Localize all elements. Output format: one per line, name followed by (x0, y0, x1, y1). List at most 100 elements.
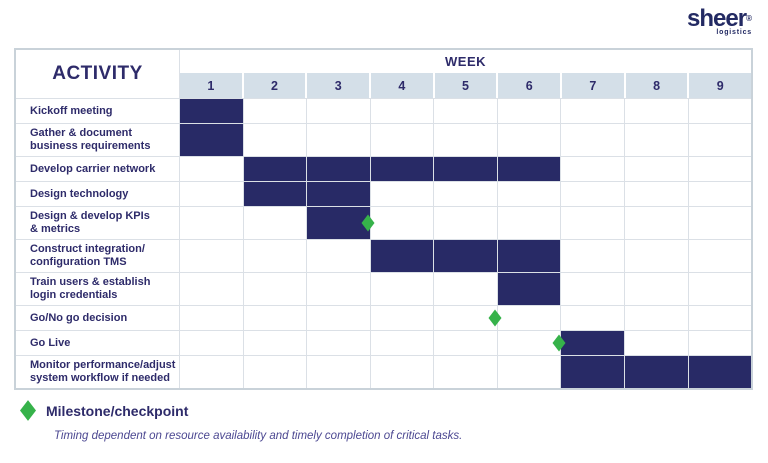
table-row: Construct integration/ configuration TMS (16, 239, 751, 272)
gantt-cell (560, 273, 624, 305)
gantt-cell (180, 240, 243, 272)
logo-tagline: logistics (716, 29, 752, 36)
gantt-cell (623, 124, 688, 156)
gantt-cell (433, 99, 497, 123)
week-number-7: 7 (560, 73, 624, 98)
week-cells (180, 240, 751, 272)
gantt-cell (180, 356, 243, 388)
activity-label: Train users & establish login credential… (16, 273, 180, 305)
activity-label: Go Live (16, 331, 180, 355)
gantt-cell (180, 331, 243, 355)
gantt-cell (560, 99, 624, 123)
gantt-cell (180, 306, 243, 330)
gantt-cell (180, 207, 243, 239)
week-number-2: 2 (241, 73, 306, 98)
gantt-bar-cell (623, 356, 688, 388)
gantt-cell (306, 273, 370, 305)
gantt-cell (306, 306, 370, 330)
gantt-cell (433, 182, 497, 206)
gantt-bar-cell (306, 157, 370, 181)
milestone-diamond-icon (488, 309, 502, 327)
footnote: Timing dependent on resource availabilit… (54, 430, 463, 442)
gantt-cell (306, 331, 370, 355)
week-header: WEEK (445, 54, 486, 69)
gantt-cell (623, 157, 688, 181)
gantt-cell (496, 182, 561, 206)
gantt-cell (560, 157, 624, 181)
gantt-cell (433, 331, 497, 355)
table-row: Develop carrier network (16, 156, 751, 181)
gantt-cell (496, 207, 561, 239)
week-cells (180, 99, 751, 123)
gantt-bar-cell (180, 99, 243, 123)
week-cells (180, 157, 751, 181)
milestone-diamond-icon (552, 334, 566, 352)
logo-wordmark: sheer® (687, 5, 752, 32)
gantt-bar-cell (433, 240, 497, 272)
gantt-cell (687, 207, 752, 239)
gantt-cell (560, 306, 624, 330)
gantt-cell (433, 306, 497, 330)
gantt-cell (242, 331, 307, 355)
week-number-6: 6 (496, 73, 561, 98)
week-number-8: 8 (623, 73, 688, 98)
table-row: Train users & establish login credential… (16, 272, 751, 305)
activity-label: Gather & document business requirements (16, 124, 180, 156)
table-row: Monitor performance/adjust system workfl… (16, 355, 752, 388)
gantt-cell (242, 99, 307, 123)
table-row: Go Live (16, 330, 751, 355)
gantt-cell (623, 273, 688, 305)
gantt-cell (242, 124, 307, 156)
gantt-bar-cell (180, 124, 243, 156)
gantt-cell (369, 124, 434, 156)
gantt-bar-cell (306, 207, 370, 239)
gantt-cell (687, 331, 752, 355)
gantt-bar-cell (560, 356, 624, 388)
gantt-cell (369, 331, 434, 355)
table-row: Design technology (16, 181, 751, 206)
gantt-cell (687, 157, 752, 181)
legend-label: Milestone/checkpoint (46, 402, 189, 419)
gantt-cell (687, 124, 752, 156)
gantt-bar-cell (369, 157, 434, 181)
gantt-cell (242, 273, 307, 305)
gantt-body: Kickoff meeting Gather & document busines… (16, 98, 752, 388)
gantt-cell (623, 99, 688, 123)
logo-text: sheer (687, 5, 747, 32)
gantt-cell (560, 124, 624, 156)
table-row: Kickoff meeting (16, 98, 751, 123)
gantt-cell (369, 182, 434, 206)
gantt-cell (496, 306, 561, 330)
gantt-cell (369, 207, 434, 239)
gantt-bar-cell (496, 273, 561, 305)
gantt-bar-cell (687, 356, 752, 388)
gantt-cell (623, 306, 688, 330)
gantt-cell (496, 99, 561, 123)
activity-label: Go/No go decision (16, 306, 180, 330)
gantt-cell (306, 99, 370, 123)
gantt-cell (623, 331, 688, 355)
gantt-cell (560, 207, 624, 239)
week-cells (180, 207, 751, 239)
gantt-cell (496, 331, 561, 355)
week-number-9: 9 (687, 73, 752, 98)
gantt-cell (496, 124, 561, 156)
gantt-cell (560, 240, 624, 272)
gantt-cell (180, 157, 243, 181)
gantt-cell (180, 273, 243, 305)
gantt-cell (687, 240, 752, 272)
week-number-1: 1 (180, 73, 242, 98)
gantt-cell (496, 356, 561, 388)
activity-label: Monitor performance/adjust system workfl… (16, 356, 180, 388)
registered-trademark-icon: ® (746, 14, 752, 23)
gantt-bar-cell (496, 240, 561, 272)
week-number-3: 3 (305, 73, 370, 98)
gantt-cell (369, 99, 434, 123)
week-cells (180, 182, 751, 206)
gantt-cell (623, 240, 688, 272)
gantt-cell (242, 207, 307, 239)
